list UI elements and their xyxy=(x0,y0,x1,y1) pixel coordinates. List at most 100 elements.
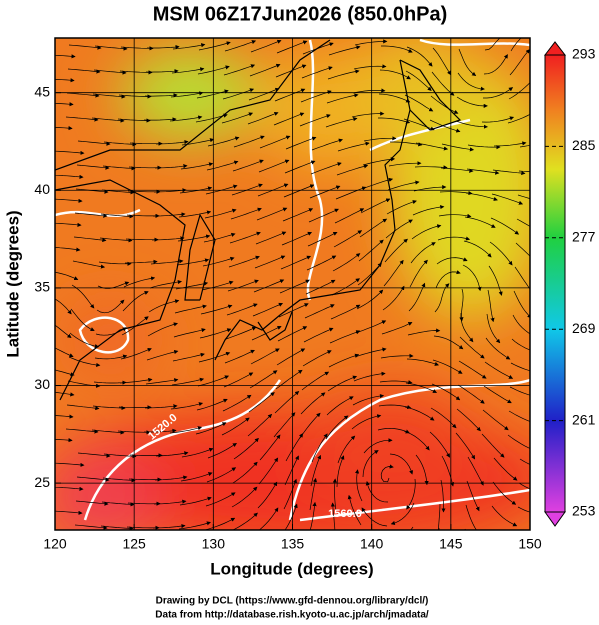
streamline xyxy=(430,95,459,114)
streamline xyxy=(77,140,111,146)
streamline xyxy=(276,348,306,366)
chart-title: MSM 06Z17Jun2026 (850.0hPa) xyxy=(153,3,448,25)
streamline xyxy=(247,413,273,437)
streamline xyxy=(518,170,530,173)
streamline xyxy=(144,404,178,409)
streamline xyxy=(273,112,305,126)
streamline xyxy=(221,112,254,124)
streamline xyxy=(154,164,188,169)
streamline xyxy=(403,430,430,451)
y-tick-label: 45 xyxy=(34,83,50,99)
streamline xyxy=(457,72,485,91)
streamlines xyxy=(55,38,575,533)
streamline xyxy=(333,230,363,248)
streamline xyxy=(413,184,447,192)
streamline xyxy=(170,91,204,98)
streamline xyxy=(279,279,310,294)
streamline xyxy=(482,409,509,431)
y-tick-label: 30 xyxy=(34,376,50,392)
streamline xyxy=(466,168,500,175)
streamline xyxy=(519,144,530,148)
streamline xyxy=(352,88,386,94)
streamline xyxy=(229,231,261,244)
streamline xyxy=(147,44,180,50)
streamline xyxy=(55,150,85,156)
y-tick-label: 35 xyxy=(34,279,50,295)
streamline xyxy=(101,501,135,507)
streamline xyxy=(299,114,331,127)
streamline xyxy=(66,92,100,98)
streamline xyxy=(92,405,126,411)
streamline xyxy=(378,404,412,410)
streamline xyxy=(221,417,250,436)
streamline xyxy=(406,46,433,67)
streamline xyxy=(169,426,203,434)
streamline xyxy=(337,141,370,152)
streamline xyxy=(481,116,515,123)
streamline xyxy=(72,260,106,269)
streamline xyxy=(144,93,178,98)
colorbar-tick-label: 253 xyxy=(572,503,596,519)
streamline xyxy=(382,285,405,311)
streamline xyxy=(285,136,317,150)
streamline xyxy=(431,71,455,96)
streamline xyxy=(404,406,435,421)
streamline xyxy=(415,142,449,151)
streamline xyxy=(69,332,100,349)
field: 1520.0 1560.0 xyxy=(55,38,575,533)
streamline xyxy=(259,135,291,149)
streamline xyxy=(284,455,299,486)
streamline xyxy=(518,482,530,490)
streamline xyxy=(456,96,488,109)
streamline xyxy=(481,433,505,458)
streamline xyxy=(543,531,575,533)
streamline xyxy=(181,447,214,458)
streamline xyxy=(177,234,211,242)
streamline xyxy=(507,113,530,124)
streamline xyxy=(65,116,99,122)
streamline xyxy=(76,476,110,482)
streamline xyxy=(513,290,530,319)
streamline xyxy=(55,54,76,59)
streamline xyxy=(206,467,237,483)
streamline xyxy=(336,455,345,488)
streamline xyxy=(171,67,205,74)
streamline xyxy=(381,322,413,335)
streamline xyxy=(491,193,524,205)
streamline xyxy=(282,208,314,222)
streamline xyxy=(353,371,386,382)
streamline xyxy=(517,506,530,513)
streamline xyxy=(411,224,442,240)
streamline xyxy=(204,517,236,530)
streamline xyxy=(311,433,328,463)
streamline xyxy=(307,231,338,247)
streamline xyxy=(68,44,102,50)
streamline xyxy=(75,500,109,506)
streamline xyxy=(507,434,530,449)
streamline xyxy=(223,372,254,388)
streamline xyxy=(55,462,85,468)
streamline xyxy=(486,313,501,344)
streamline xyxy=(225,326,257,340)
streamline xyxy=(255,231,287,245)
y-tick-label: 40 xyxy=(34,181,50,197)
streamline xyxy=(55,347,74,358)
streamline xyxy=(55,174,84,179)
streamline xyxy=(226,303,258,316)
streamline xyxy=(152,523,186,529)
streamline xyxy=(102,477,136,483)
streamline xyxy=(145,378,179,385)
streamline xyxy=(258,159,290,173)
streamline xyxy=(409,259,428,288)
streamline xyxy=(355,469,363,502)
x-tick-label: 145 xyxy=(439,536,463,552)
streamline xyxy=(228,255,260,268)
streamline xyxy=(231,486,258,508)
streamline xyxy=(147,322,178,337)
streamline xyxy=(198,41,231,51)
streamline xyxy=(118,94,152,99)
streamline xyxy=(204,208,237,219)
streamline xyxy=(285,433,304,462)
streamline xyxy=(91,429,125,435)
streamline xyxy=(361,507,388,527)
